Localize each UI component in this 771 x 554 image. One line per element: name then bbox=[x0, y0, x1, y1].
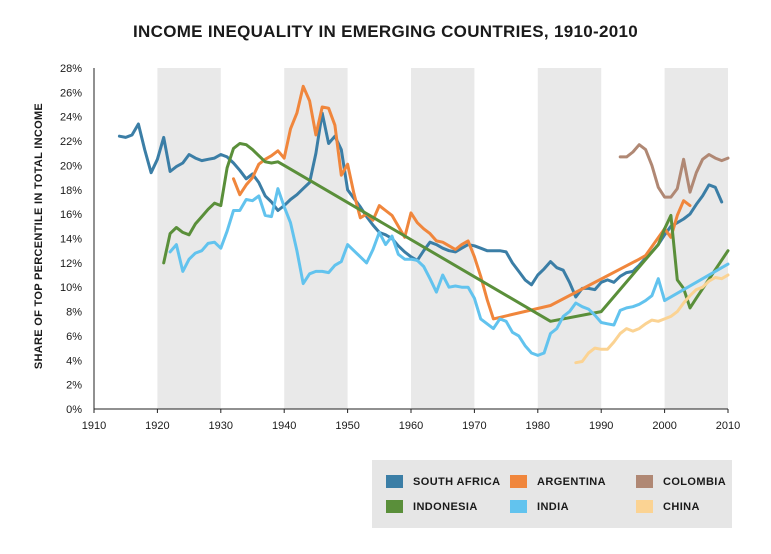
series-line-china bbox=[574, 273, 730, 365]
y-tick-label: 16% bbox=[60, 209, 82, 221]
x-tick-label: 1910 bbox=[82, 420, 106, 432]
series-line-indonesia bbox=[162, 142, 730, 323]
legend-swatch bbox=[636, 475, 653, 488]
legend-item-indonesia: INDONESIA bbox=[386, 500, 478, 513]
x-tick-label: 1960 bbox=[399, 420, 423, 432]
legend-item-india: INDIA bbox=[510, 500, 569, 513]
legend-swatch bbox=[386, 500, 403, 513]
legend-label: ARGENTINA bbox=[537, 475, 606, 488]
shaded-decade-2000 bbox=[664, 68, 728, 409]
y-tick-label: 22% bbox=[60, 136, 82, 148]
y-tick-label: 28% bbox=[60, 63, 82, 75]
x-tick-label: 1990 bbox=[589, 420, 613, 432]
x-tick-label: 1920 bbox=[145, 420, 169, 432]
shaded-decade-1980 bbox=[537, 68, 602, 409]
x-tick-label: 1950 bbox=[335, 420, 359, 432]
y-tick-label: 26% bbox=[60, 87, 82, 99]
x-tick-label: 1940 bbox=[272, 420, 296, 432]
chart-title: INCOME INEQUALITY IN EMERGING COUNTRIES,… bbox=[133, 22, 638, 41]
y-tick-label: 2% bbox=[66, 380, 82, 392]
legend-label: COLOMBIA bbox=[663, 475, 727, 488]
series-line-colombia bbox=[618, 143, 730, 199]
y-tick-label: 24% bbox=[60, 112, 82, 124]
series-lines bbox=[117, 84, 730, 365]
series-line-south-africa bbox=[117, 111, 724, 299]
x-tick-label: 1930 bbox=[209, 420, 233, 432]
legend-label: CHINA bbox=[663, 500, 700, 513]
legend-item-china: CHINA bbox=[636, 500, 700, 513]
y-tick-label: 0% bbox=[66, 404, 82, 416]
shaded-decade-1960 bbox=[411, 68, 475, 409]
legend-label: INDIA bbox=[537, 500, 569, 513]
y-tick-label: 14% bbox=[60, 234, 82, 246]
y-tick-label: 12% bbox=[60, 258, 82, 270]
legend-swatch bbox=[510, 500, 527, 513]
x-tick-label: 1980 bbox=[526, 420, 550, 432]
y-tick-label: 8% bbox=[66, 307, 82, 319]
x-tick-label: 2000 bbox=[652, 420, 676, 432]
tick-labels: 0% 2% 4% 6% 8% 10% 12% 14% 16% 18% 20% 22% 24% 26% 28%… bbox=[60, 63, 740, 432]
legend-label: INDONESIA bbox=[413, 500, 478, 513]
y-tick-label: 18% bbox=[60, 185, 82, 197]
legend: SOUTH AFRICA ARGENTINA COLOMBIA INDONESI… bbox=[372, 460, 732, 528]
legend-swatch bbox=[510, 475, 527, 488]
legend-swatch bbox=[386, 475, 403, 488]
legend-item-south-africa: SOUTH AFRICA bbox=[386, 475, 501, 488]
shaded-decades bbox=[157, 68, 728, 409]
legend-label: SOUTH AFRICA bbox=[413, 475, 501, 488]
y-tick-label: 4% bbox=[66, 355, 82, 367]
y-axis-label: SHARE OF TOP PERCENTILE IN TOTAL INCOME bbox=[33, 103, 45, 369]
legend-item-argentina: ARGENTINA bbox=[510, 475, 606, 488]
x-tick-label: 1970 bbox=[462, 420, 486, 432]
y-tick-label: 6% bbox=[66, 331, 82, 343]
shaded-decade-1920 bbox=[157, 68, 221, 409]
series-line-india bbox=[168, 187, 730, 357]
legend-item-colombia: COLOMBIA bbox=[636, 475, 726, 488]
x-tick-label: 2010 bbox=[716, 420, 740, 432]
y-tick-label: 20% bbox=[60, 160, 82, 172]
series-line-argentina bbox=[232, 84, 692, 321]
y-tick-label: 10% bbox=[60, 282, 82, 294]
legend-swatch bbox=[636, 500, 653, 513]
